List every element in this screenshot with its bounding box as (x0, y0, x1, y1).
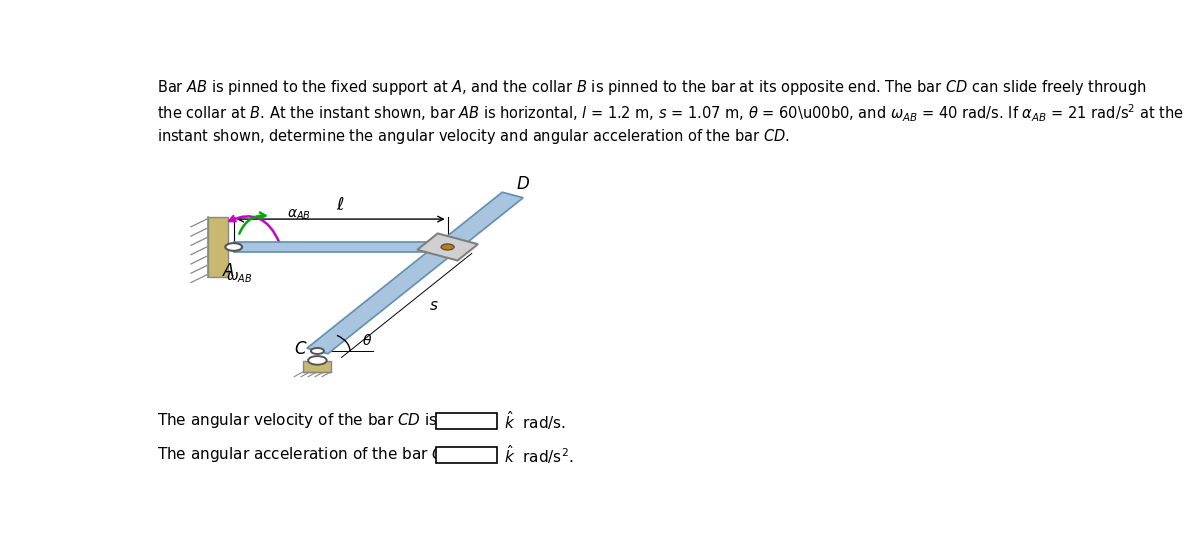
Circle shape (308, 356, 326, 365)
Text: $\hat{k}$  rad/s.: $\hat{k}$ rad/s. (504, 409, 566, 432)
Text: A: A (223, 262, 235, 280)
Text: s: s (430, 298, 438, 313)
Text: D: D (516, 175, 529, 193)
Circle shape (311, 348, 324, 354)
Bar (304, 361, 331, 372)
Text: $\hat{k}$  rad/s$^2$.: $\hat{k}$ rad/s$^2$. (504, 443, 574, 466)
Text: B: B (462, 224, 473, 242)
Text: $\alpha_{AB}$: $\alpha_{AB}$ (287, 208, 311, 222)
Circle shape (442, 244, 454, 250)
Text: $\theta$: $\theta$ (362, 333, 372, 348)
Bar (208, 217, 228, 277)
Text: $\omega_{AB}$: $\omega_{AB}$ (227, 271, 253, 285)
Text: instant shown, determine the angular velocity and angular acceleration of the ba: instant shown, determine the angular vel… (157, 128, 791, 146)
Text: the collar at $B$. At the instant shown, bar $AB$ is horizontal, $l$ = 1.2 m, $s: the collar at $B$. At the instant shown,… (157, 102, 1184, 124)
Polygon shape (307, 192, 523, 354)
Polygon shape (234, 242, 452, 252)
Circle shape (226, 243, 242, 251)
Text: The angular acceleration of the bar $CD$ is –: The angular acceleration of the bar $CD$… (157, 446, 485, 465)
Text: The angular velocity of the bar $CD$ is: The angular velocity of the bar $CD$ is (157, 411, 438, 430)
Polygon shape (418, 233, 478, 261)
Text: C: C (295, 340, 306, 358)
Text: $\ell$: $\ell$ (336, 196, 344, 214)
FancyBboxPatch shape (437, 447, 497, 463)
Text: Bar $AB$ is pinned to the fixed support at $A$, and the collar $B$ is pinned to : Bar $AB$ is pinned to the fixed support … (157, 77, 1147, 96)
FancyBboxPatch shape (437, 413, 497, 429)
